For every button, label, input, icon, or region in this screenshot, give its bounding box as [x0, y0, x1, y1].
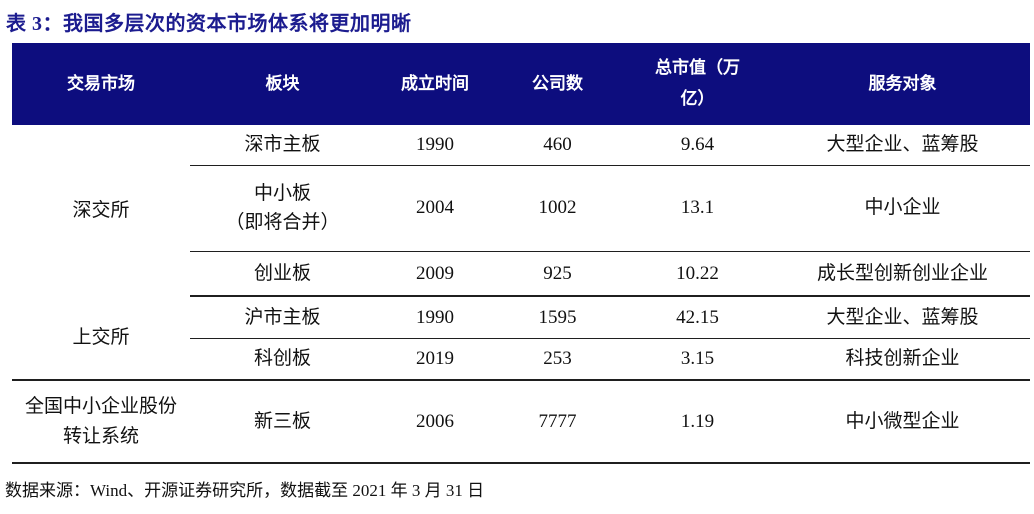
board-cell: 科创板: [190, 338, 375, 381]
market-cell-neeq: 全国中小企业股份转让系统: [12, 380, 190, 464]
serves-cell: 中小企业: [775, 165, 1030, 252]
col-header-marketcap: 总市值（万亿）: [620, 43, 775, 125]
table-row: 创业板 2009 925 10.22 成长型创新创业企业: [12, 251, 1030, 297]
board-cell: 沪市主板: [190, 296, 375, 339]
col-header-market: 交易市场: [12, 43, 190, 125]
board-cell: 中小板 （即将合并）: [190, 165, 375, 252]
marketcap-cell: 9.64: [620, 125, 775, 166]
header-row: 交易市场 板块 成立时间 公司数 总市值（万亿） 服务对象: [12, 43, 1030, 125]
table-row: 深交所 深市主板 1990 460 9.64 大型企业、蓝筹股: [12, 125, 1030, 221]
marketcap-cell: 1.19: [620, 380, 775, 464]
companies-cell: 1002: [495, 165, 620, 252]
capital-market-table: 交易市场 板块 成立时间 公司数 总市值（万亿） 服务对象 深交所 深市主板 1…: [12, 43, 1030, 464]
table-row: 全国中小企业股份转让系统 新三板 2006 7777 1.19 中小微型企业: [12, 380, 1030, 464]
established-cell: 2006: [375, 380, 495, 464]
established-cell: 2019: [375, 338, 495, 381]
companies-cell: 925: [495, 251, 620, 297]
serves-cell: 大型企业、蓝筹股: [775, 125, 1030, 166]
companies-cell: 7777: [495, 380, 620, 464]
marketcap-cell: 3.15: [620, 338, 775, 381]
established-cell: 2009: [375, 251, 495, 297]
board-cell: 深市主板: [190, 125, 375, 166]
market-cell-szse: 深交所: [72, 199, 130, 221]
serves-cell: 大型企业、蓝筹股: [775, 296, 1030, 339]
table-row: 中小板 （即将合并） 2004 1002 13.1 中小企业: [12, 165, 1030, 252]
col-header-board: 板块: [190, 43, 375, 125]
serves-cell: 成长型创新创业企业: [775, 251, 1030, 297]
market-name: 全国中小企业股份转让系统: [24, 396, 177, 447]
established-cell: 2004: [375, 165, 495, 252]
board-cell: 新三板: [190, 380, 375, 464]
serves-cell: 科技创新企业: [775, 338, 1030, 381]
companies-cell: 1595: [495, 296, 620, 339]
serves-cell: 中小微型企业: [775, 380, 1030, 464]
companies-cell: 460: [495, 125, 620, 166]
table-row: 上交所 沪市主板 1990 1595 42.15 大型企业、蓝筹股: [12, 296, 1030, 381]
data-source-note: 数据来源：Wind、开源证券研究所，数据截至 2021 年 3 月 31 日: [5, 481, 485, 500]
board-note: （即将合并）: [225, 212, 340, 233]
col-header-established: 成立时间: [375, 43, 495, 125]
marketcap-cell: 13.1: [620, 165, 775, 252]
market-cell-sse: 上交所: [12, 296, 190, 381]
established-cell: 1990: [375, 125, 495, 166]
established-cell: 1990: [375, 296, 495, 339]
board-name: 中小板: [253, 182, 311, 204]
table-title: 表 3：我国多层次的资本市场体系将更加明晰: [6, 13, 412, 35]
col-header-companies: 公司数: [495, 43, 620, 125]
companies-cell: 253: [495, 338, 620, 381]
marketcap-cell: 10.22: [620, 251, 775, 297]
col-header-serves: 服务对象: [775, 43, 1030, 125]
table-row: 科创板 2019 253 3.15 科技创新企业: [12, 338, 1030, 381]
board-cell: 创业板: [190, 251, 375, 297]
marketcap-cell: 42.15: [620, 296, 775, 339]
col-header-marketcap-text: 总市值（万亿）: [655, 58, 740, 108]
